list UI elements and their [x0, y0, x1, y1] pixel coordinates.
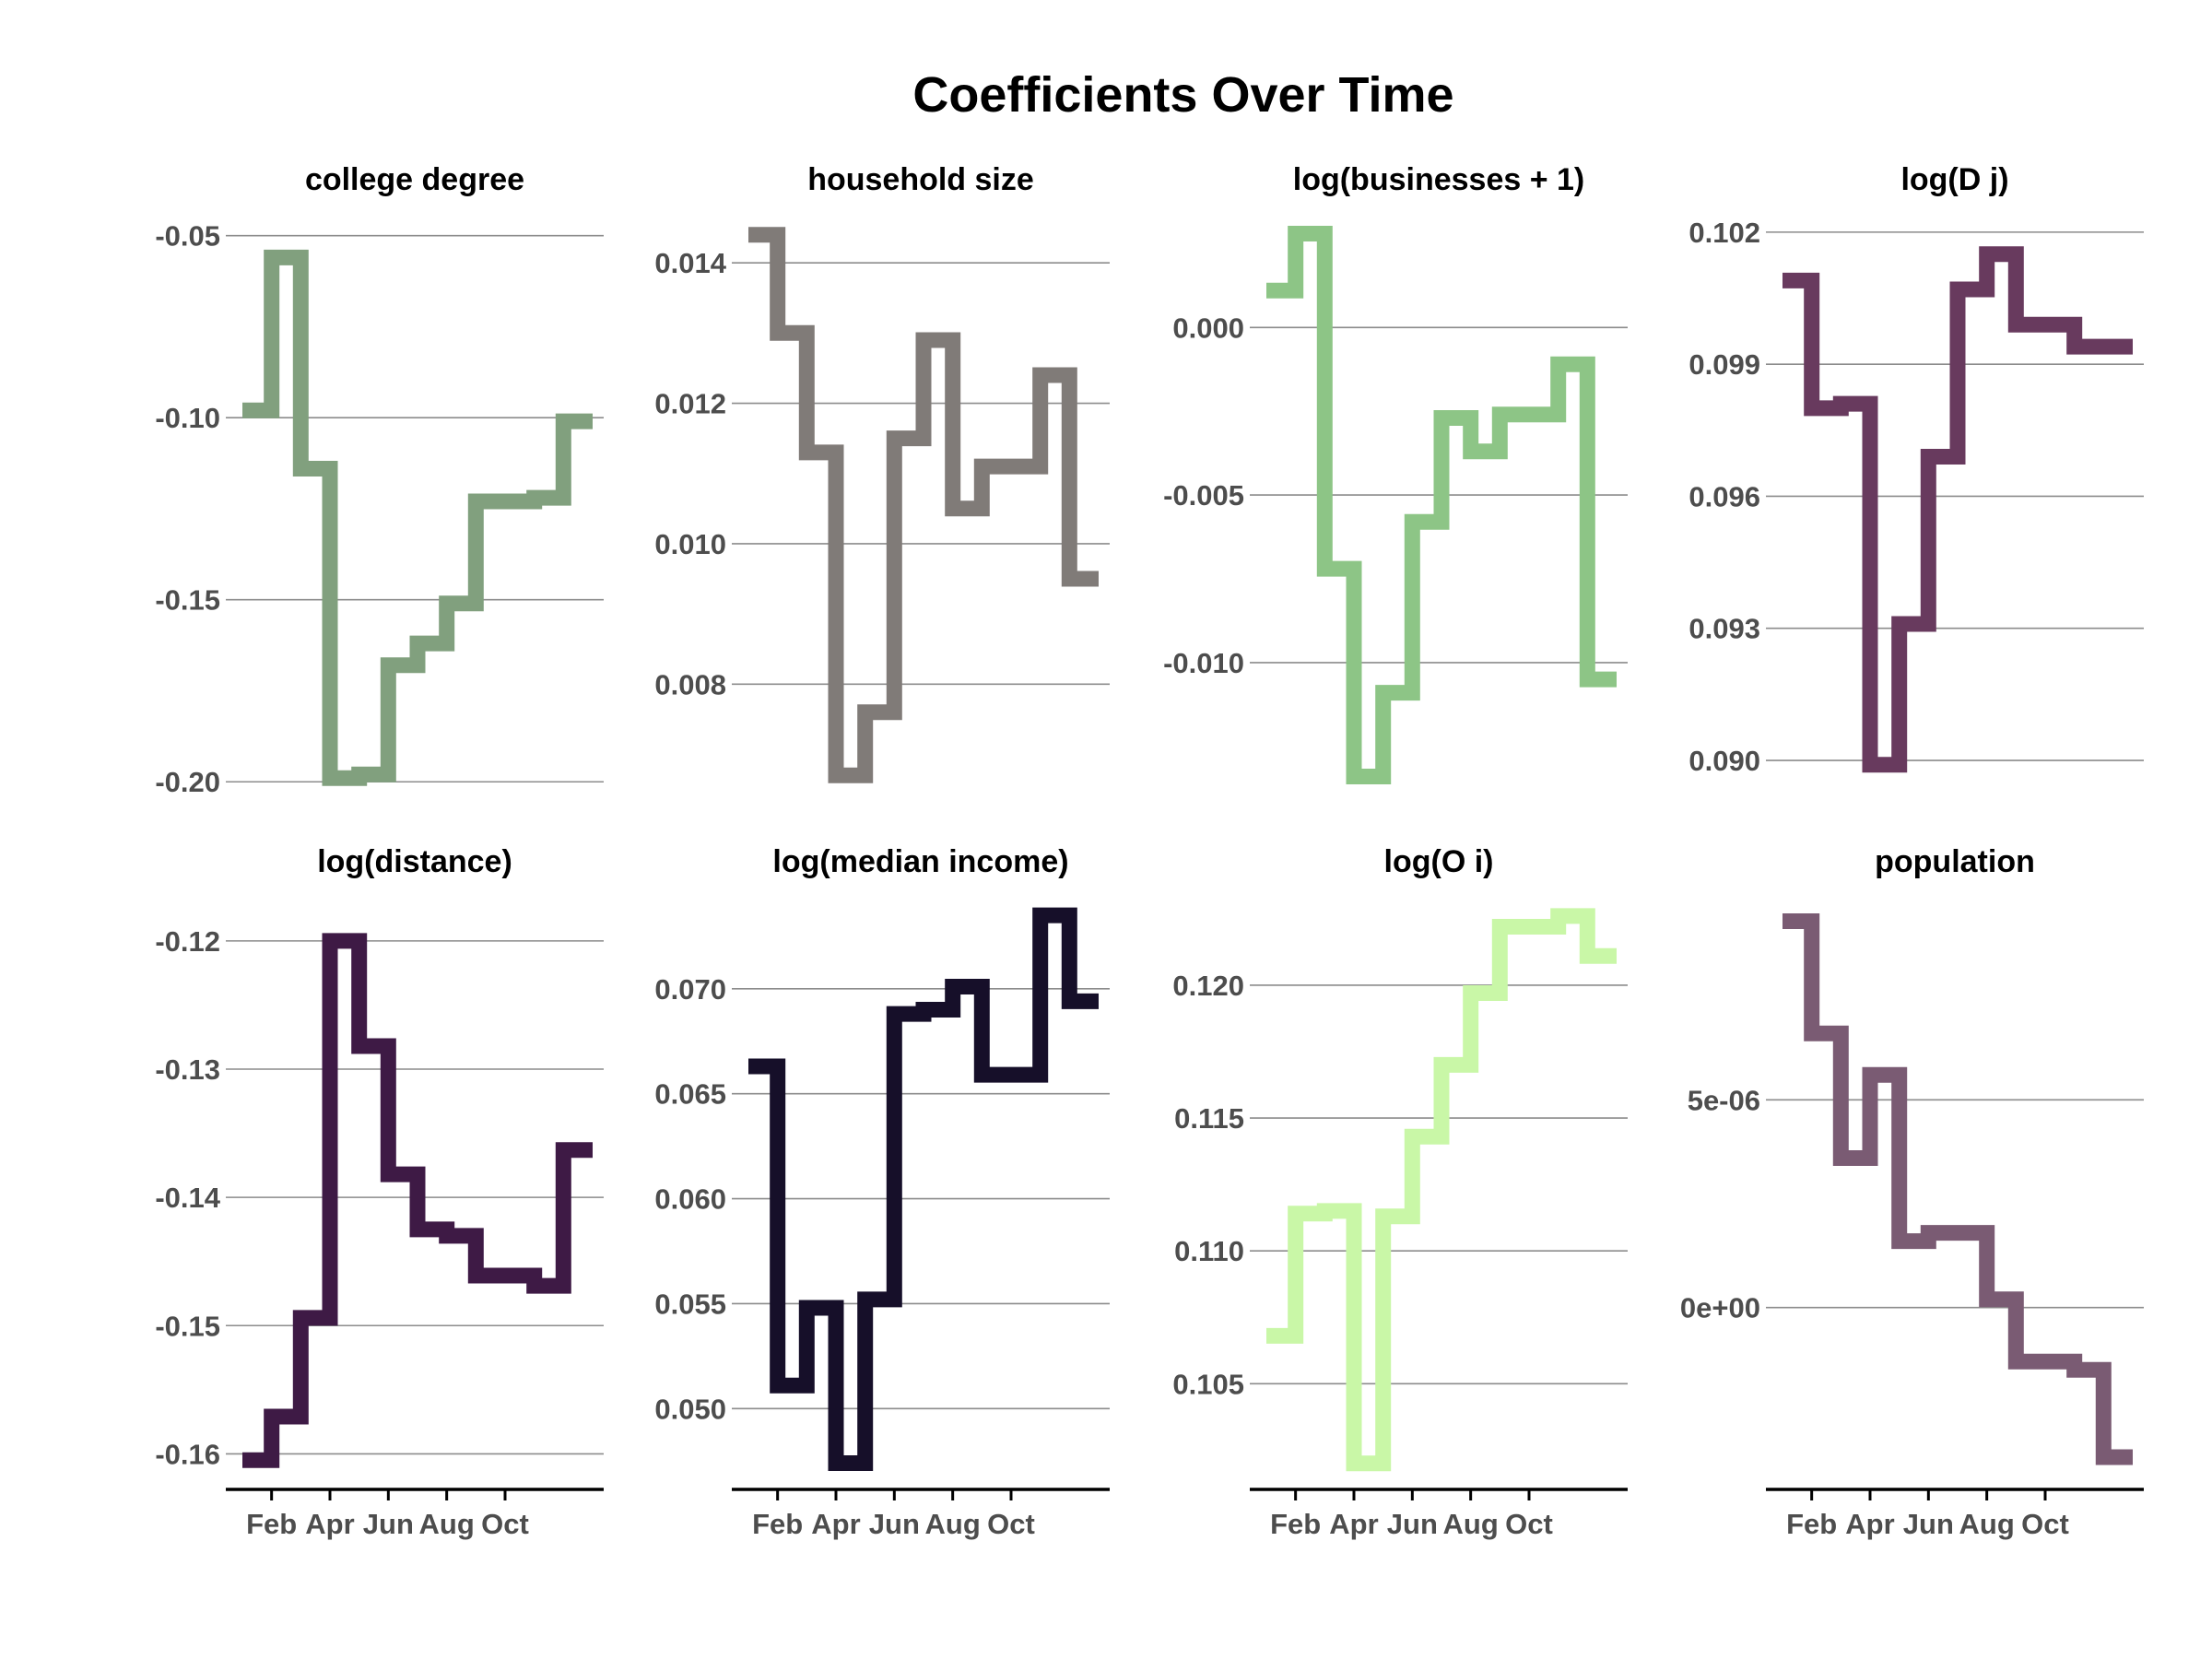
- x-tick-label: Oct: [1505, 1508, 1553, 1540]
- x-tick-label: Aug: [1443, 1508, 1499, 1540]
- panel-2: household size 0.008 0.010 0.012 0.014: [654, 162, 1110, 783]
- panel-title: population: [1875, 844, 2035, 879]
- panel-title: log(median income): [772, 844, 1068, 879]
- x-tick-label: Jun: [1387, 1508, 1438, 1540]
- y-tick-label: -0.13: [155, 1053, 220, 1086]
- y-tick-label: 0.105: [1172, 1368, 1244, 1400]
- y-tick-label: 0.010: [654, 528, 726, 560]
- panel-title: college degree: [305, 162, 524, 197]
- panel-title: log(distance): [317, 844, 512, 879]
- panel-title: log(O i): [1384, 844, 1494, 879]
- y-tick-label: 0.070: [654, 973, 726, 1006]
- x-tick-label: Apr: [1845, 1508, 1894, 1540]
- x-tick-label: Jun: [1903, 1508, 1954, 1540]
- x-tick-label: Aug: [419, 1508, 475, 1540]
- x-tick-label: Jun: [363, 1508, 414, 1540]
- panel-6: log(median income) 0.050 0.055 0.060 0.065 0.…: [654, 844, 1110, 1540]
- y-tick-label: -0.16: [155, 1438, 220, 1470]
- figure-title: Coefficients Over Time: [912, 67, 1453, 123]
- y-tick-label: -0.005: [1163, 479, 1244, 512]
- panel-title: household size: [807, 162, 1034, 197]
- y-tick-label: 0.060: [654, 1183, 726, 1216]
- series-step-line: [1783, 246, 2133, 773]
- series-step-line: [242, 933, 593, 1468]
- y-tick-label: 0.012: [654, 388, 726, 420]
- y-tick-label: -0.05: [155, 220, 220, 253]
- y-tick-label: 0.000: [1172, 312, 1244, 344]
- x-tick-label: Aug: [1959, 1508, 2015, 1540]
- x-tick-label: Feb: [246, 1508, 297, 1540]
- y-tick-label: -0.010: [1163, 647, 1244, 679]
- panel-1: college degree -0.20 -0.15 -0.10 -0.05: [155, 162, 604, 798]
- x-tick-label: Feb: [1270, 1508, 1321, 1540]
- y-tick-label: 0.065: [654, 1078, 726, 1111]
- y-tick-label: 0.014: [654, 247, 726, 279]
- x-tick-label: Apr: [811, 1508, 860, 1540]
- y-tick-label: 0.110: [1174, 1235, 1244, 1267]
- x-tick-label: Apr: [305, 1508, 354, 1540]
- series-step-line: [242, 249, 593, 786]
- y-tick-label: -0.12: [155, 925, 220, 958]
- panel-title: log(D j): [1900, 162, 2008, 197]
- y-tick-label: 0.093: [1688, 613, 1760, 645]
- y-tick-label: 0.055: [654, 1288, 726, 1320]
- x-tick-label: Oct: [987, 1508, 1035, 1540]
- y-tick-label: 0.099: [1688, 348, 1760, 381]
- panel-3: log(businesses + 1) -0.010 -0.005 0.000: [1163, 162, 1628, 784]
- y-tick-label: -0.10: [155, 402, 220, 434]
- y-tick-label: -0.15: [155, 584, 220, 617]
- x-tick-label: Aug: [925, 1508, 981, 1540]
- series-step-line: [1266, 226, 1617, 784]
- x-tick-label: Feb: [752, 1508, 803, 1540]
- y-tick-label: 0.008: [654, 668, 726, 700]
- series-step-line: [748, 227, 1099, 783]
- panel-5: log(distance) -0.16 -0.15 -0.14 -0.13 -0.12 Fe…: [155, 844, 604, 1540]
- y-tick-label: -0.15: [155, 1310, 220, 1342]
- panels-group: college degree -0.20 -0.15 -0.10 -0.05 househ…: [155, 162, 2144, 1540]
- panel-8: population 0e+00 5e-06 Feb Apr Jun Aug Oct: [1680, 844, 2144, 1540]
- y-tick-label: -0.20: [155, 766, 220, 798]
- series-step-line: [1783, 913, 2133, 1465]
- y-tick-label: 5e-06: [1688, 1084, 1760, 1116]
- y-tick-label: 0e+00: [1680, 1292, 1760, 1324]
- x-tick-label: Jun: [869, 1508, 920, 1540]
- panel-7: log(O i) 0.105 0.110 0.115 0.120 Feb Apr Jun Aug…: [1172, 844, 1628, 1540]
- y-tick-label: 0.096: [1688, 480, 1760, 512]
- series-step-line: [748, 907, 1099, 1471]
- y-tick-label: -0.14: [155, 1182, 220, 1214]
- x-tick-label: Oct: [2021, 1508, 2069, 1540]
- panel-title: log(businesses + 1): [1293, 162, 1585, 197]
- y-tick-label: 0.050: [654, 1393, 726, 1425]
- series-step-line: [1266, 908, 1617, 1472]
- x-tick-label: Oct: [481, 1508, 529, 1540]
- y-tick-label: 0.090: [1688, 745, 1760, 777]
- y-tick-label: 0.102: [1688, 217, 1760, 249]
- y-tick-label: 0.115: [1174, 1102, 1244, 1135]
- panel-4: log(D j) 0.090 0.093 0.096 0.099 0.102: [1688, 162, 2144, 777]
- x-tick-label: Feb: [1786, 1508, 1837, 1540]
- y-tick-label: 0.120: [1172, 970, 1244, 1002]
- x-tick-label: Apr: [1329, 1508, 1378, 1540]
